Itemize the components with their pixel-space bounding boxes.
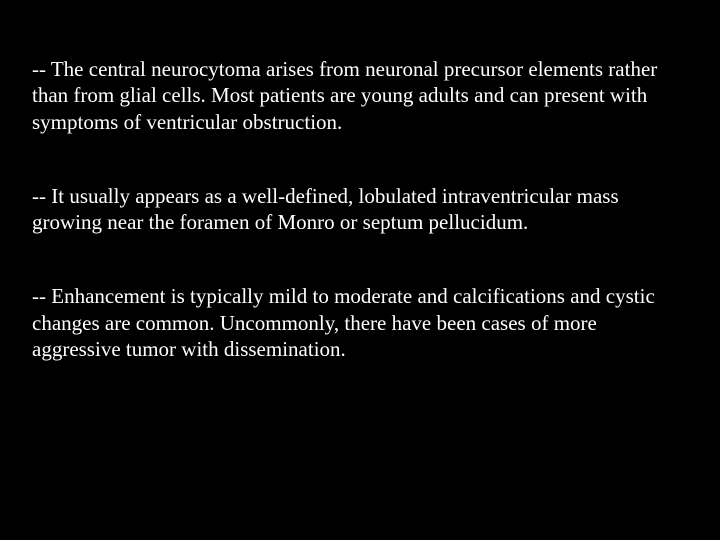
slide-paragraph-3: -- Enhancement is typically mild to mode… — [32, 283, 688, 362]
slide-paragraph-2: -- It usually appears as a well-defined,… — [32, 183, 688, 236]
slide-paragraph-1: -- The central neurocytoma arises from n… — [32, 56, 688, 135]
